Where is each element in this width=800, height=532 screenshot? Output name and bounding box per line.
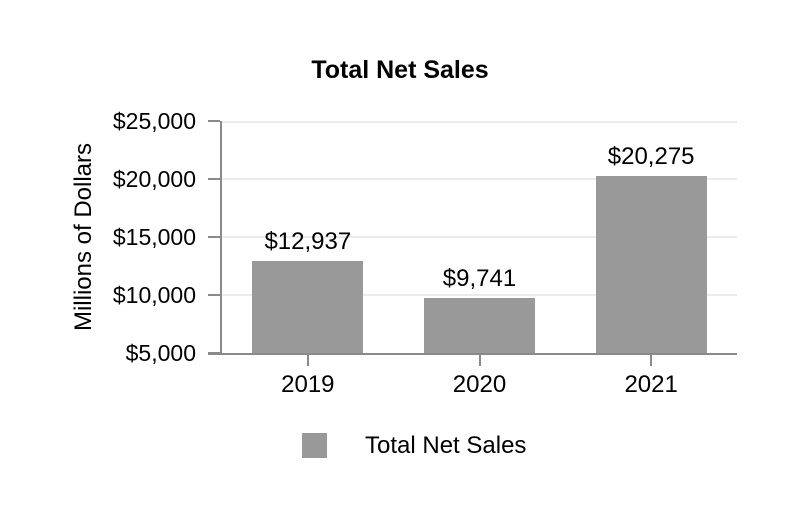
- x-axis-line: [208, 353, 737, 355]
- bar-2019: [252, 261, 364, 353]
- y-tick-label: $25,000: [112, 108, 196, 134]
- gridline: [222, 178, 737, 180]
- y-tick-label: $15,000: [112, 224, 196, 250]
- y-tick-mark: [208, 236, 220, 238]
- x-tick-label: 2019: [281, 371, 335, 398]
- y-tick-mark: [208, 120, 220, 122]
- y-tick-label: $10,000: [112, 282, 196, 308]
- x-tick-label: 2021: [624, 371, 678, 398]
- bar-2020: [424, 298, 535, 353]
- plot-area: $12,937 $9,741 $20,275: [222, 121, 737, 353]
- y-tick-mark: [208, 352, 220, 354]
- legend: Total Net Sales: [302, 433, 526, 458]
- y-tick-label: $5,000: [125, 340, 196, 366]
- gridline: [222, 294, 737, 296]
- y-axis-line: [220, 121, 222, 355]
- gridline: [222, 121, 737, 123]
- chart-title: Total Net Sales: [311, 56, 489, 84]
- gray-square-swatch-icon: [302, 433, 327, 458]
- x-tick-mark: [306, 355, 309, 366]
- bar-value-label: $9,741: [442, 265, 517, 292]
- bar-2021: [595, 176, 707, 353]
- y-tick-mark: [208, 294, 220, 296]
- x-tick-mark: [650, 355, 653, 366]
- x-tick-label: 2020: [452, 371, 507, 398]
- legend-label: Total Net Sales: [365, 432, 527, 459]
- y-tick-label: $20,000: [112, 166, 196, 192]
- bar-value-label: $20,275: [607, 143, 695, 170]
- x-tick-mark: [478, 355, 481, 366]
- gridline: [222, 236, 737, 238]
- y-tick-mark: [208, 178, 220, 180]
- bar-value-label: $12,937: [264, 228, 352, 255]
